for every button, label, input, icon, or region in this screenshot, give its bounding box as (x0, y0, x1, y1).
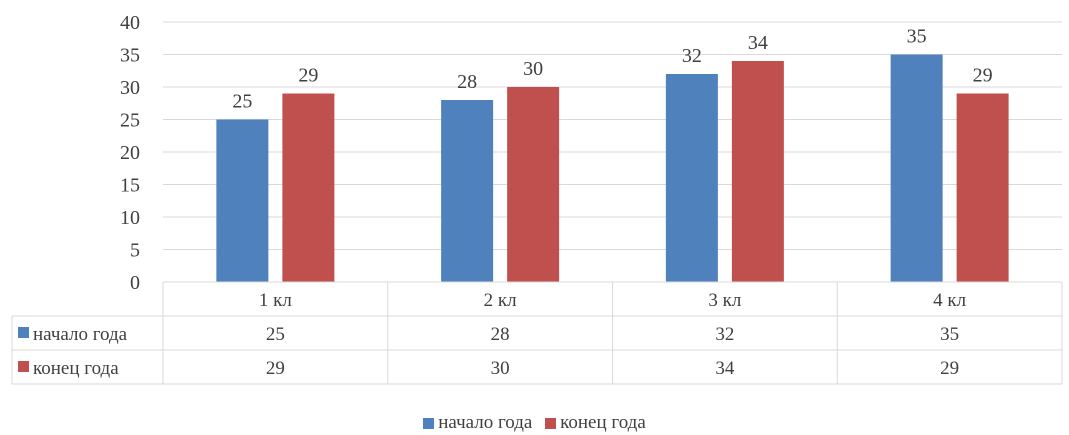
legend-swatch-icon (423, 417, 435, 429)
legend-swatch-icon (545, 417, 557, 429)
y-tick-label: 5 (130, 240, 140, 262)
y-tick-label: 15 (120, 175, 140, 197)
y-tick-label: 30 (120, 77, 140, 99)
legend-item-series-1: начало года (423, 412, 532, 434)
y-tick-label: 25 (120, 110, 140, 132)
table-cell: 35 (940, 324, 959, 345)
table-row-header: конец года (33, 358, 119, 379)
bar-series-2 (282, 93, 335, 282)
bar-series-2 (731, 61, 784, 282)
bar-value-label: 35 (907, 26, 927, 48)
bar-value-label: 34 (748, 32, 768, 54)
table-row-header: начало года (33, 324, 128, 345)
category-label: 3 кл (708, 290, 741, 311)
bar-series-1 (665, 74, 718, 282)
y-tick-label: 0 (130, 272, 140, 294)
bar-series-1 (216, 119, 269, 282)
table-legend-key-icon (18, 361, 29, 372)
table-legend-key-icon (18, 327, 29, 338)
legend: начало года конец года (0, 412, 1069, 435)
bar-chart: 0 5 10 15 20 25 30 35 40 25 28 32 35 29 30 34 29 1 кл 2 … (11, 12, 1063, 385)
bar-value-label: 28 (457, 71, 477, 93)
bar-value-label: 29 (973, 65, 993, 87)
y-axis-tick-labels: 0 5 10 15 20 25 30 35 40 (120, 12, 140, 294)
bar-series-2 (507, 87, 560, 282)
bar-value-label: 29 (298, 65, 318, 87)
bar-value-label: 25 (232, 91, 252, 113)
table-cell: 28 (491, 324, 510, 345)
table-cell: 29 (940, 358, 959, 379)
table-cell: 34 (715, 358, 735, 379)
table-cell: 32 (715, 324, 734, 345)
category-label: 4 кл (933, 290, 966, 311)
category-label: 1 кл (259, 290, 292, 311)
legend-label: начало года (438, 412, 533, 433)
table-cell: 30 (491, 358, 510, 379)
y-tick-label: 10 (120, 207, 140, 229)
legend-label: конец года (560, 412, 646, 433)
bar-value-label: 32 (682, 45, 702, 67)
bar-value-label: 30 (523, 58, 543, 80)
y-tick-label: 40 (120, 12, 140, 34)
bar-series-2 (956, 93, 1009, 282)
bar-series-1 (890, 54, 943, 282)
y-tick-label: 35 (120, 45, 140, 67)
data-labels: 25 28 32 35 29 30 34 29 (232, 26, 992, 113)
legend-item-series-2: конец года (545, 412, 646, 434)
bar-series-1 (441, 100, 494, 282)
y-tick-label: 20 (120, 142, 140, 164)
table-cell: 25 (266, 324, 285, 345)
bars (216, 54, 1009, 282)
data-table: 1 кл 2 кл 3 кл 4 кл начало года 25 28 32 35 конец… (11, 281, 1063, 385)
category-label: 2 кл (484, 290, 517, 311)
table-cell: 29 (266, 358, 285, 379)
